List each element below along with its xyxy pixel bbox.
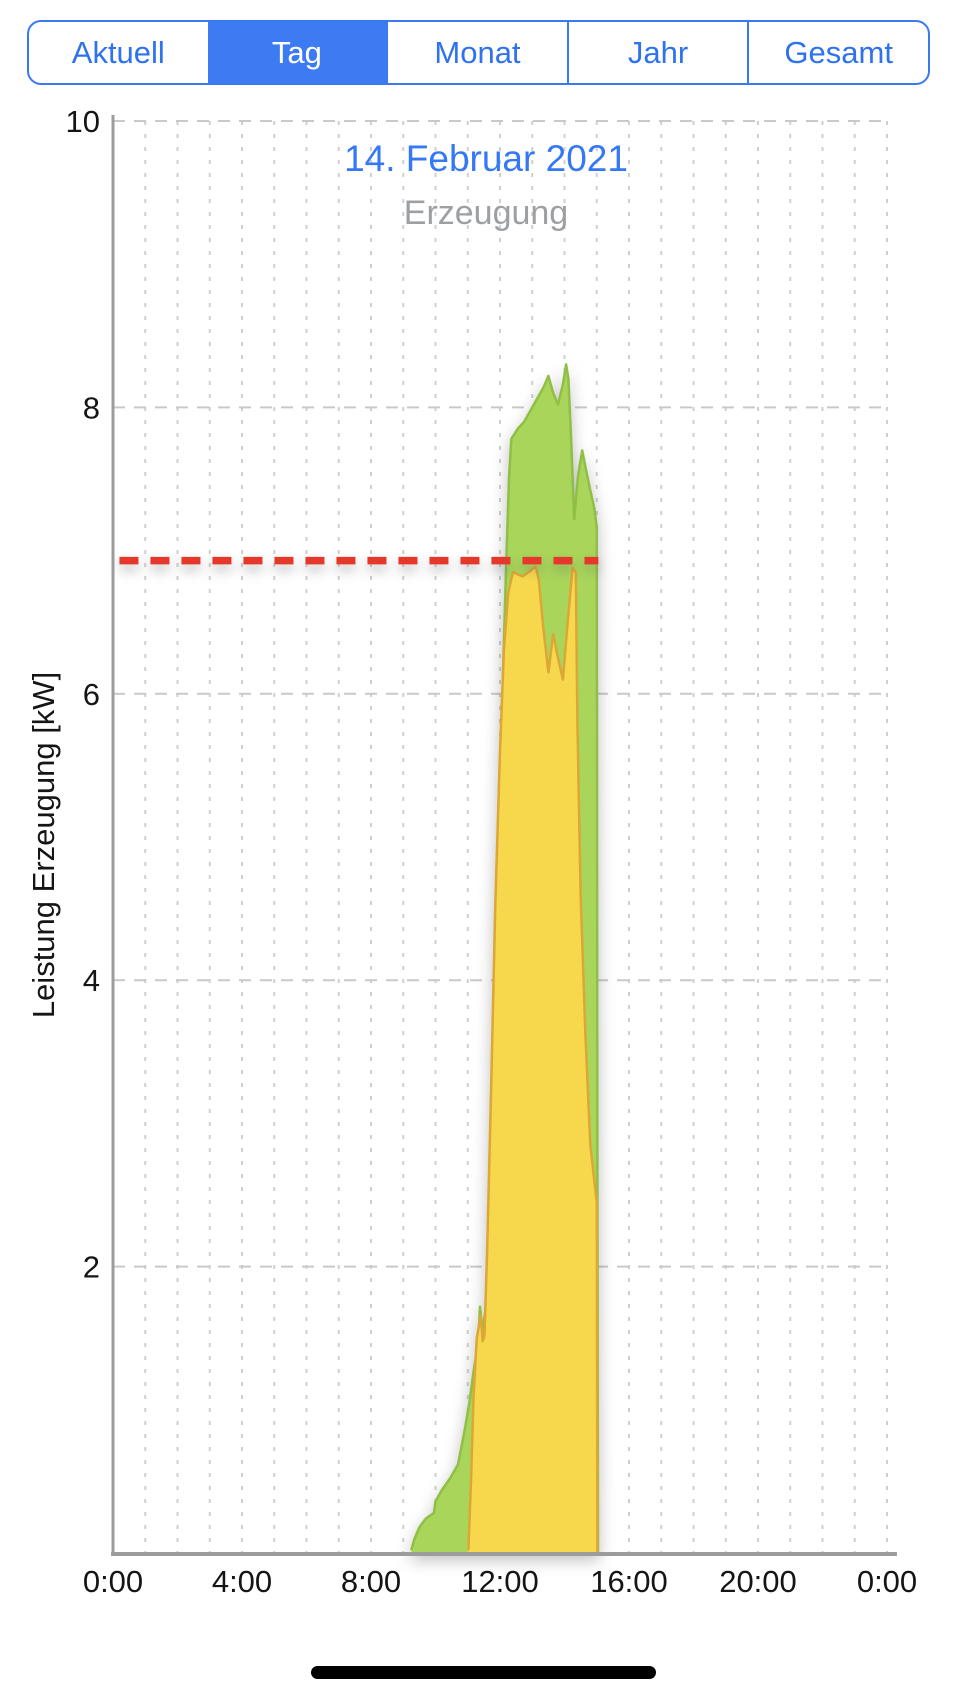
tick-labels: 2 4 6 8 10 0:00 4:00 8:00 12:00 16:00 20:00 0:00: [66, 104, 918, 1599]
tab-gesamt[interactable]: Gesamt: [747, 22, 928, 83]
tab-jahr[interactable]: Jahr: [566, 22, 748, 83]
x-tick-label: 4:00: [212, 1564, 272, 1599]
y-tick-label: 10: [66, 104, 100, 139]
y-tick-label: 6: [83, 677, 100, 712]
y-tick-label: 4: [83, 963, 100, 998]
gridlines: [113, 120, 890, 1553]
generation-total-line: [410, 363, 600, 1554]
x-tick-label: 16:00: [590, 1564, 668, 1599]
y-tick-label: 8: [83, 390, 100, 425]
tab-monat[interactable]: Monat: [386, 22, 567, 83]
generation-overlay-line: [467, 565, 599, 1554]
x-tick-label: 0:00: [83, 1564, 143, 1599]
x-tick-label: 0:00: [857, 1564, 917, 1599]
time-range-segmented-control: Aktuell Tag Monat Jahr Gesamt: [27, 20, 930, 85]
y-axis-title: Leistung Erzeugung [kW]: [26, 671, 61, 1019]
y-tick-label: 2: [83, 1250, 100, 1285]
chart-date-title: 14. Februar 2021: [344, 138, 628, 179]
chart-subtitle: Erzeugung: [403, 194, 569, 232]
generation-overlay-area: [468, 566, 598, 1553]
x-tick-label: 20:00: [719, 1564, 797, 1599]
home-indicator[interactable]: [311, 1666, 656, 1679]
x-tick-label: 12:00: [461, 1564, 539, 1599]
x-tick-label: 8:00: [341, 1564, 401, 1599]
series-areas: [410, 363, 600, 1554]
axes: [111, 115, 897, 1556]
tab-tag[interactable]: Tag: [207, 22, 387, 83]
tab-aktuell[interactable]: Aktuell: [71, 34, 165, 70]
